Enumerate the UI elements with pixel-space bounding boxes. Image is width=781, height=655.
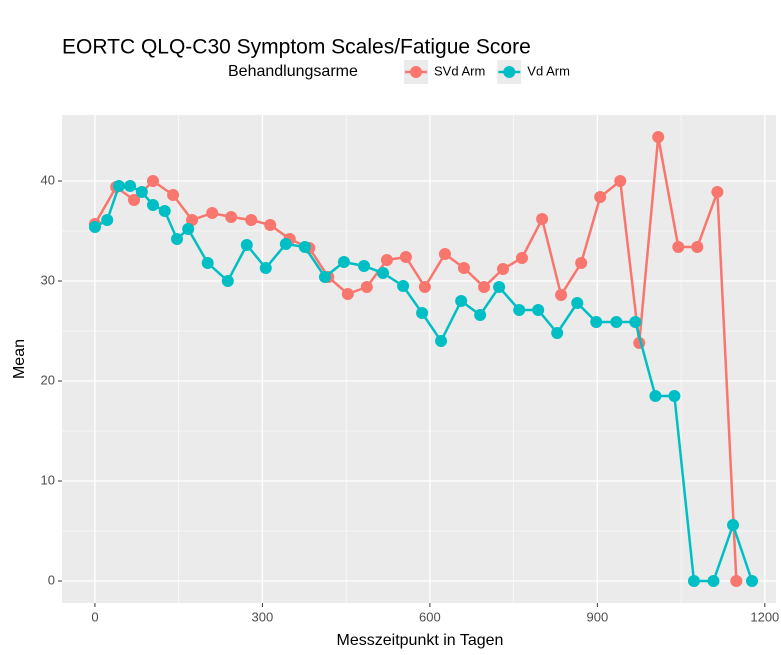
legend-label: Vd Arm: [527, 63, 570, 78]
data-point: [610, 316, 623, 328]
data-point: [474, 309, 487, 321]
data-point: [170, 233, 183, 245]
data-point: [376, 267, 389, 279]
data-point: [182, 223, 195, 235]
data-point: [691, 241, 704, 253]
data-point: [101, 214, 114, 226]
data-point: [418, 281, 431, 293]
data-point: [158, 205, 171, 217]
y-tick-label: 40: [41, 172, 55, 187]
data-point: [298, 241, 311, 253]
data-point: [337, 256, 350, 268]
x-tick-label: 1200: [750, 609, 779, 624]
x-tick-label: 900: [587, 609, 609, 624]
data-point: [279, 238, 292, 250]
data-point: [649, 390, 662, 402]
data-point: [206, 207, 219, 219]
data-point: [575, 257, 588, 269]
data-point: [672, 241, 685, 253]
data-point: [730, 575, 743, 587]
data-point: [360, 281, 373, 293]
data-point: [146, 199, 159, 211]
data-point: [245, 214, 258, 226]
data-point: [555, 289, 568, 301]
data-point: [513, 304, 526, 316]
data-point: [88, 221, 101, 233]
data-point: [112, 180, 125, 192]
x-tick-label: 300: [252, 609, 274, 624]
y-tick-label: 10: [41, 472, 55, 487]
data-point: [124, 180, 137, 192]
data-point: [614, 175, 627, 187]
plot-panel: [62, 115, 776, 603]
data-point: [416, 307, 429, 319]
data-point: [225, 211, 238, 223]
data-point: [167, 189, 180, 201]
data-point: [240, 239, 253, 251]
data-point: [652, 131, 665, 143]
data-point: [435, 335, 448, 347]
y-tick-label: 0: [48, 572, 55, 587]
data-point: [259, 262, 272, 274]
data-point: [707, 575, 720, 587]
data-point: [455, 295, 468, 307]
data-point: [399, 251, 412, 263]
data-point: [128, 194, 141, 206]
data-point: [493, 281, 506, 293]
data-point: [629, 316, 642, 328]
legend-key-point: [410, 66, 422, 78]
legend-key-point: [503, 66, 516, 78]
x-tick-label: 0: [91, 609, 98, 624]
data-point: [341, 288, 354, 300]
data-point: [711, 186, 724, 198]
data-point: [536, 213, 549, 225]
data-point: [478, 281, 491, 293]
data-point: [532, 304, 545, 316]
y-axis-label: Mean: [11, 339, 28, 379]
data-point: [594, 191, 607, 203]
data-point: [318, 271, 331, 283]
data-point: [745, 575, 758, 587]
data-point: [186, 214, 199, 226]
series-line: [93, 136, 738, 582]
legend-label: SVd Arm: [434, 63, 485, 78]
data-point: [438, 248, 451, 260]
data-point: [668, 390, 681, 402]
data-point: [397, 280, 410, 292]
data-point: [551, 327, 564, 339]
data-point: [221, 275, 234, 287]
y-tick-label: 20: [41, 372, 55, 387]
data-point: [457, 262, 470, 274]
data-point: [201, 257, 214, 269]
data-point: [590, 316, 603, 328]
data-point: [358, 260, 371, 272]
data-point: [687, 575, 700, 587]
data-point: [515, 252, 528, 264]
y-tick-label: 30: [41, 272, 55, 287]
data-point: [497, 263, 510, 275]
legend-title: Behandlungsarme: [228, 63, 358, 80]
data-point: [264, 219, 277, 231]
x-axis-label: Messzeitpunkt in Tagen: [337, 632, 504, 649]
data-point: [146, 175, 159, 187]
data-point: [135, 186, 148, 198]
chart-title: EORTC QLQ-C30 Symptom Scales/Fatigue Sco…: [62, 36, 531, 59]
data-point: [727, 519, 740, 531]
data-point: [380, 254, 393, 266]
x-tick-label: 600: [419, 609, 441, 624]
data-point: [571, 297, 584, 309]
